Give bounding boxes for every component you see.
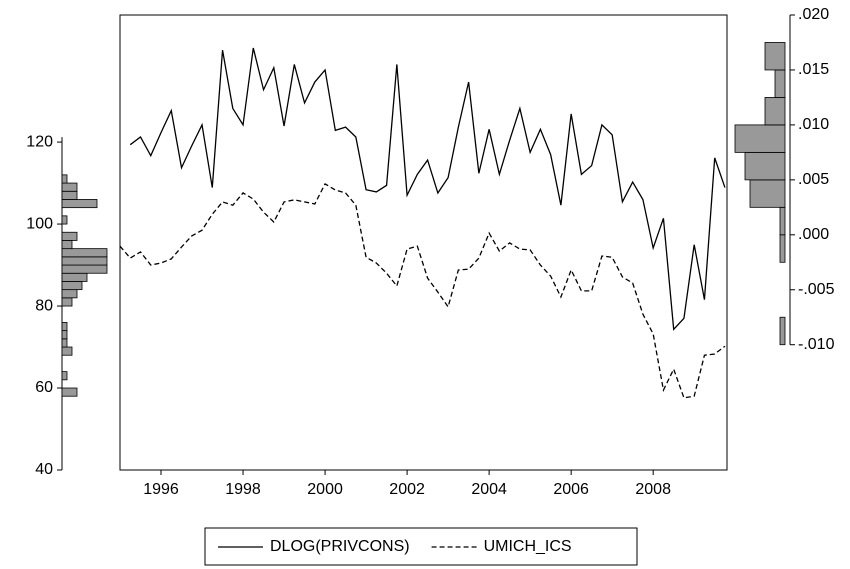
histogram-bar <box>774 69 786 98</box>
histogram-bar <box>744 151 786 181</box>
histogram-bar <box>61 264 108 274</box>
plot-frame <box>119 14 728 471</box>
histogram-bar <box>61 297 73 307</box>
y2-tick-label: .000 <box>798 226 829 243</box>
histogram-bar <box>61 371 68 381</box>
x-tick-label: 2000 <box>307 481 343 498</box>
legend-label: DLOG(PRIVCONS) <box>270 538 410 555</box>
legend-label: UMICH_ICS <box>484 538 572 555</box>
histogram-bar <box>61 322 68 332</box>
histogram-bar <box>61 338 68 348</box>
x-tick-label: 1996 <box>143 481 179 498</box>
histogram-bar <box>61 174 68 184</box>
histogram-bar <box>61 346 73 356</box>
y2-tick-label: -.005 <box>798 281 835 298</box>
histogram-bar <box>61 215 68 225</box>
histogram-bar <box>61 231 78 241</box>
histogram-bar <box>779 316 786 346</box>
y-tick-label: 40 <box>35 461 53 478</box>
y-tick-label: 80 <box>35 297 53 314</box>
histogram-bar <box>734 124 786 153</box>
histogram-bar <box>61 199 98 209</box>
histogram-bar <box>61 387 78 397</box>
y2-tick-label: -.010 <box>798 336 835 353</box>
histogram-bar <box>61 248 108 258</box>
x-tick-label: 2002 <box>389 481 425 498</box>
x-tick-label: 2006 <box>553 481 589 498</box>
y-tick-label: 60 <box>35 379 53 396</box>
histogram-bar <box>61 256 108 266</box>
y-tick-label: 100 <box>26 215 53 232</box>
histogram-bar <box>764 97 786 126</box>
histogram-bar <box>61 240 73 250</box>
histogram-bar <box>61 330 68 340</box>
legend-box <box>204 527 638 566</box>
histogram-bar <box>61 281 83 291</box>
x-tick-label: 2008 <box>635 481 671 498</box>
series-line <box>129 47 726 331</box>
y2-tick-label: .010 <box>798 116 829 133</box>
x-tick-label: 1998 <box>225 481 261 498</box>
histogram-bar <box>61 289 78 299</box>
y2-tick-label: .020 <box>798 6 829 23</box>
y2-tick-label: .015 <box>798 61 829 78</box>
histogram-bar <box>61 182 78 192</box>
histogram-bar <box>779 206 786 236</box>
histogram-bar <box>764 42 786 71</box>
histogram-bar <box>779 234 786 263</box>
histogram-bar <box>749 179 786 208</box>
series-line <box>119 182 726 399</box>
y2-tick-label: .005 <box>798 171 829 188</box>
y-tick-label: 120 <box>26 133 53 150</box>
histogram-bar <box>61 190 78 200</box>
x-tick-label: 2004 <box>471 481 507 498</box>
histogram-bar <box>61 272 88 282</box>
